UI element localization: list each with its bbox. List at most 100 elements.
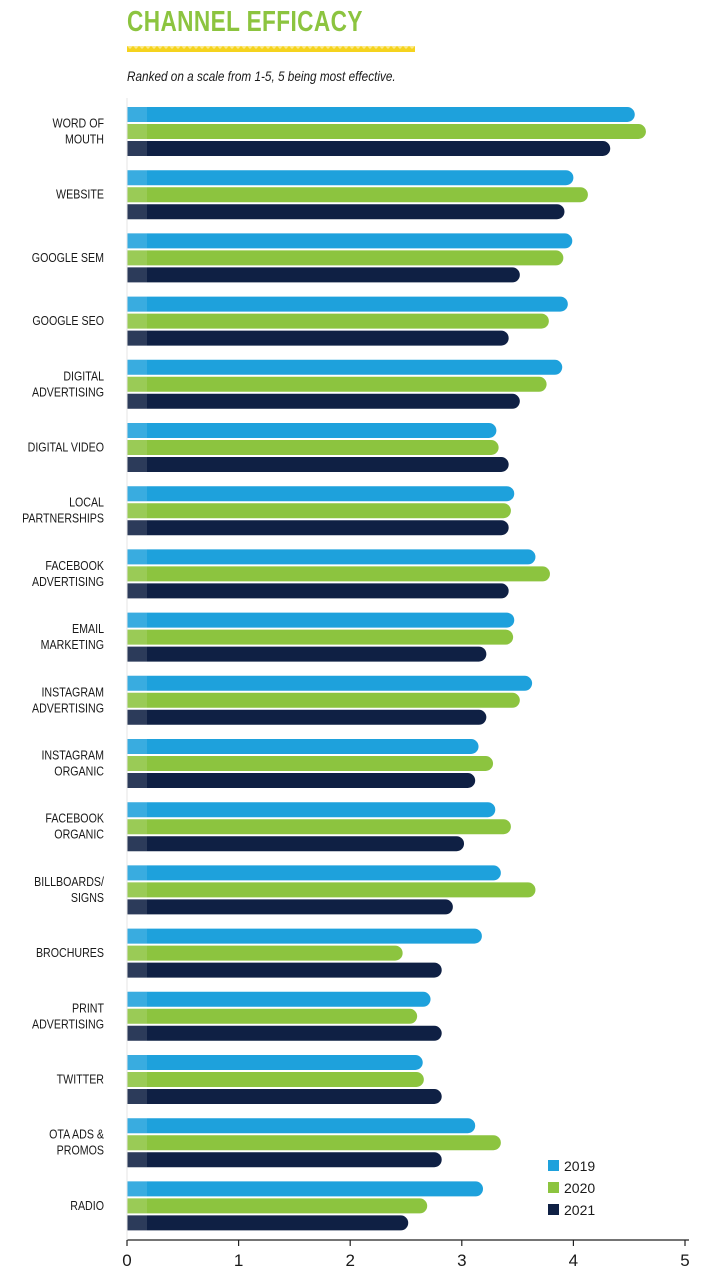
bar-2019-7 xyxy=(127,486,515,502)
category-label: DIGITAL xyxy=(63,368,104,383)
x-tick-label: 3 xyxy=(457,1251,466,1270)
bar-inner-shade xyxy=(127,709,147,725)
bar-2021-13 xyxy=(127,899,453,915)
title-rule-texture xyxy=(277,46,283,49)
bar-2021-16 xyxy=(127,1089,442,1104)
title-rule-texture xyxy=(307,46,313,49)
bar-inner-shade xyxy=(127,566,147,582)
title-rule-texture xyxy=(331,46,337,49)
title-rule-texture xyxy=(337,46,343,49)
legend-swatch-2019 xyxy=(548,1160,559,1171)
bar-2021-9 xyxy=(127,646,487,662)
bar-2020-10 xyxy=(127,692,520,708)
title-rule-texture xyxy=(343,46,349,49)
x-tick-label: 4 xyxy=(569,1251,578,1270)
category-label: ADVERTISING xyxy=(32,384,104,399)
title-rule-texture xyxy=(373,46,379,49)
bar-inner-shade xyxy=(127,204,147,220)
bar-inner-shade xyxy=(127,802,147,818)
bar-2021-6 xyxy=(127,457,509,472)
title-rule-texture xyxy=(355,46,361,49)
category-label: PARTNERSHIPS xyxy=(22,511,104,526)
bar-inner-shade xyxy=(127,1152,147,1168)
category-label: DIGITAL VIDEO xyxy=(28,439,104,454)
bar-inner-shade xyxy=(127,520,147,536)
bar-2020-13 xyxy=(127,882,536,898)
category-label: PROMOS xyxy=(57,1143,104,1158)
bar-2021-18 xyxy=(127,1215,409,1231)
title-rule-texture xyxy=(259,46,265,49)
bar-inner-shade xyxy=(127,675,147,691)
bar-2020-4 xyxy=(127,313,549,329)
x-tick-label: 1 xyxy=(234,1251,243,1270)
bar-2021-3 xyxy=(127,267,520,283)
category-label: GOOGLE SEM xyxy=(32,250,104,265)
category-label: WORD OF xyxy=(53,115,104,130)
title-rule-texture xyxy=(265,46,271,49)
bar-2019-18 xyxy=(127,1181,484,1197)
bar-2019-10 xyxy=(127,675,533,691)
bar-2019-13 xyxy=(127,865,501,881)
bar-inner-shade xyxy=(127,549,147,565)
bar-inner-shade xyxy=(127,187,147,203)
bar-inner-shade xyxy=(127,991,147,1007)
bar-inner-shade xyxy=(127,141,147,156)
category-label: FACEBOOK xyxy=(45,558,104,573)
bar-2019-9 xyxy=(127,612,515,628)
bar-inner-shade xyxy=(127,233,147,249)
bar-2021-7 xyxy=(127,520,509,536)
legend-label-2019: 2019 xyxy=(564,1158,595,1174)
bar-inner-shade xyxy=(127,1089,147,1104)
bar-2019-5 xyxy=(127,359,563,375)
bar-2020-5 xyxy=(127,376,547,392)
category-label: RADIO xyxy=(70,1198,104,1213)
chart-subtitle: Ranked on a scale from 1-5, 5 being most… xyxy=(127,68,396,84)
title-rule-texture xyxy=(145,46,151,49)
title-rule-texture xyxy=(235,46,241,49)
bar-2019-3 xyxy=(127,233,573,249)
bar-2021-12 xyxy=(127,836,465,852)
bar-inner-shade xyxy=(127,1181,147,1197)
bar-inner-shade xyxy=(127,296,147,312)
bar-inner-shade xyxy=(127,945,147,961)
title-rule-texture xyxy=(349,46,355,49)
bar-inner-shade xyxy=(127,819,147,835)
category-label: ADVERTISING xyxy=(32,1016,104,1031)
title-rule-texture xyxy=(301,46,307,49)
legend-swatch-2021 xyxy=(548,1204,559,1215)
bar-inner-shade xyxy=(127,376,147,392)
bar-inner-shade xyxy=(127,170,147,186)
bar-2019-4 xyxy=(127,296,568,312)
category-label: MOUTH xyxy=(65,131,104,146)
bar-2021-11 xyxy=(127,773,476,788)
title-rule-texture xyxy=(295,46,301,49)
legend-swatch-2020 xyxy=(548,1182,559,1193)
bar-inner-shade xyxy=(127,1118,147,1134)
bar-2020-18 xyxy=(127,1198,428,1214)
title-rule-texture xyxy=(193,46,199,49)
bar-2021-8 xyxy=(127,583,509,599)
title-rule-texture xyxy=(361,46,367,49)
bar-inner-shade xyxy=(127,440,147,455)
bar-2021-10 xyxy=(127,709,487,725)
category-label: ORGANIC xyxy=(54,827,104,842)
category-label: OTA ADS & xyxy=(49,1127,104,1142)
bar-inner-shade xyxy=(127,928,147,944)
title-rule-texture xyxy=(247,46,253,49)
title-rule-texture xyxy=(157,46,163,49)
title-rule-texture xyxy=(289,46,295,49)
bar-inner-shade xyxy=(127,1055,147,1070)
bar-inner-shade xyxy=(127,773,147,788)
category-label: BILLBOARDS/ xyxy=(34,874,104,889)
title-rule-texture xyxy=(169,46,175,49)
title-rule-texture xyxy=(205,46,211,49)
title-rule-texture xyxy=(163,46,169,49)
bar-inner-shade xyxy=(127,583,147,599)
title-rule-texture xyxy=(319,46,325,49)
bar-2020-12 xyxy=(127,819,511,835)
category-label: MARKETING xyxy=(41,637,104,652)
bar-inner-shade xyxy=(127,1215,147,1231)
title-rule-texture xyxy=(229,46,235,49)
bar-inner-shade xyxy=(127,865,147,881)
